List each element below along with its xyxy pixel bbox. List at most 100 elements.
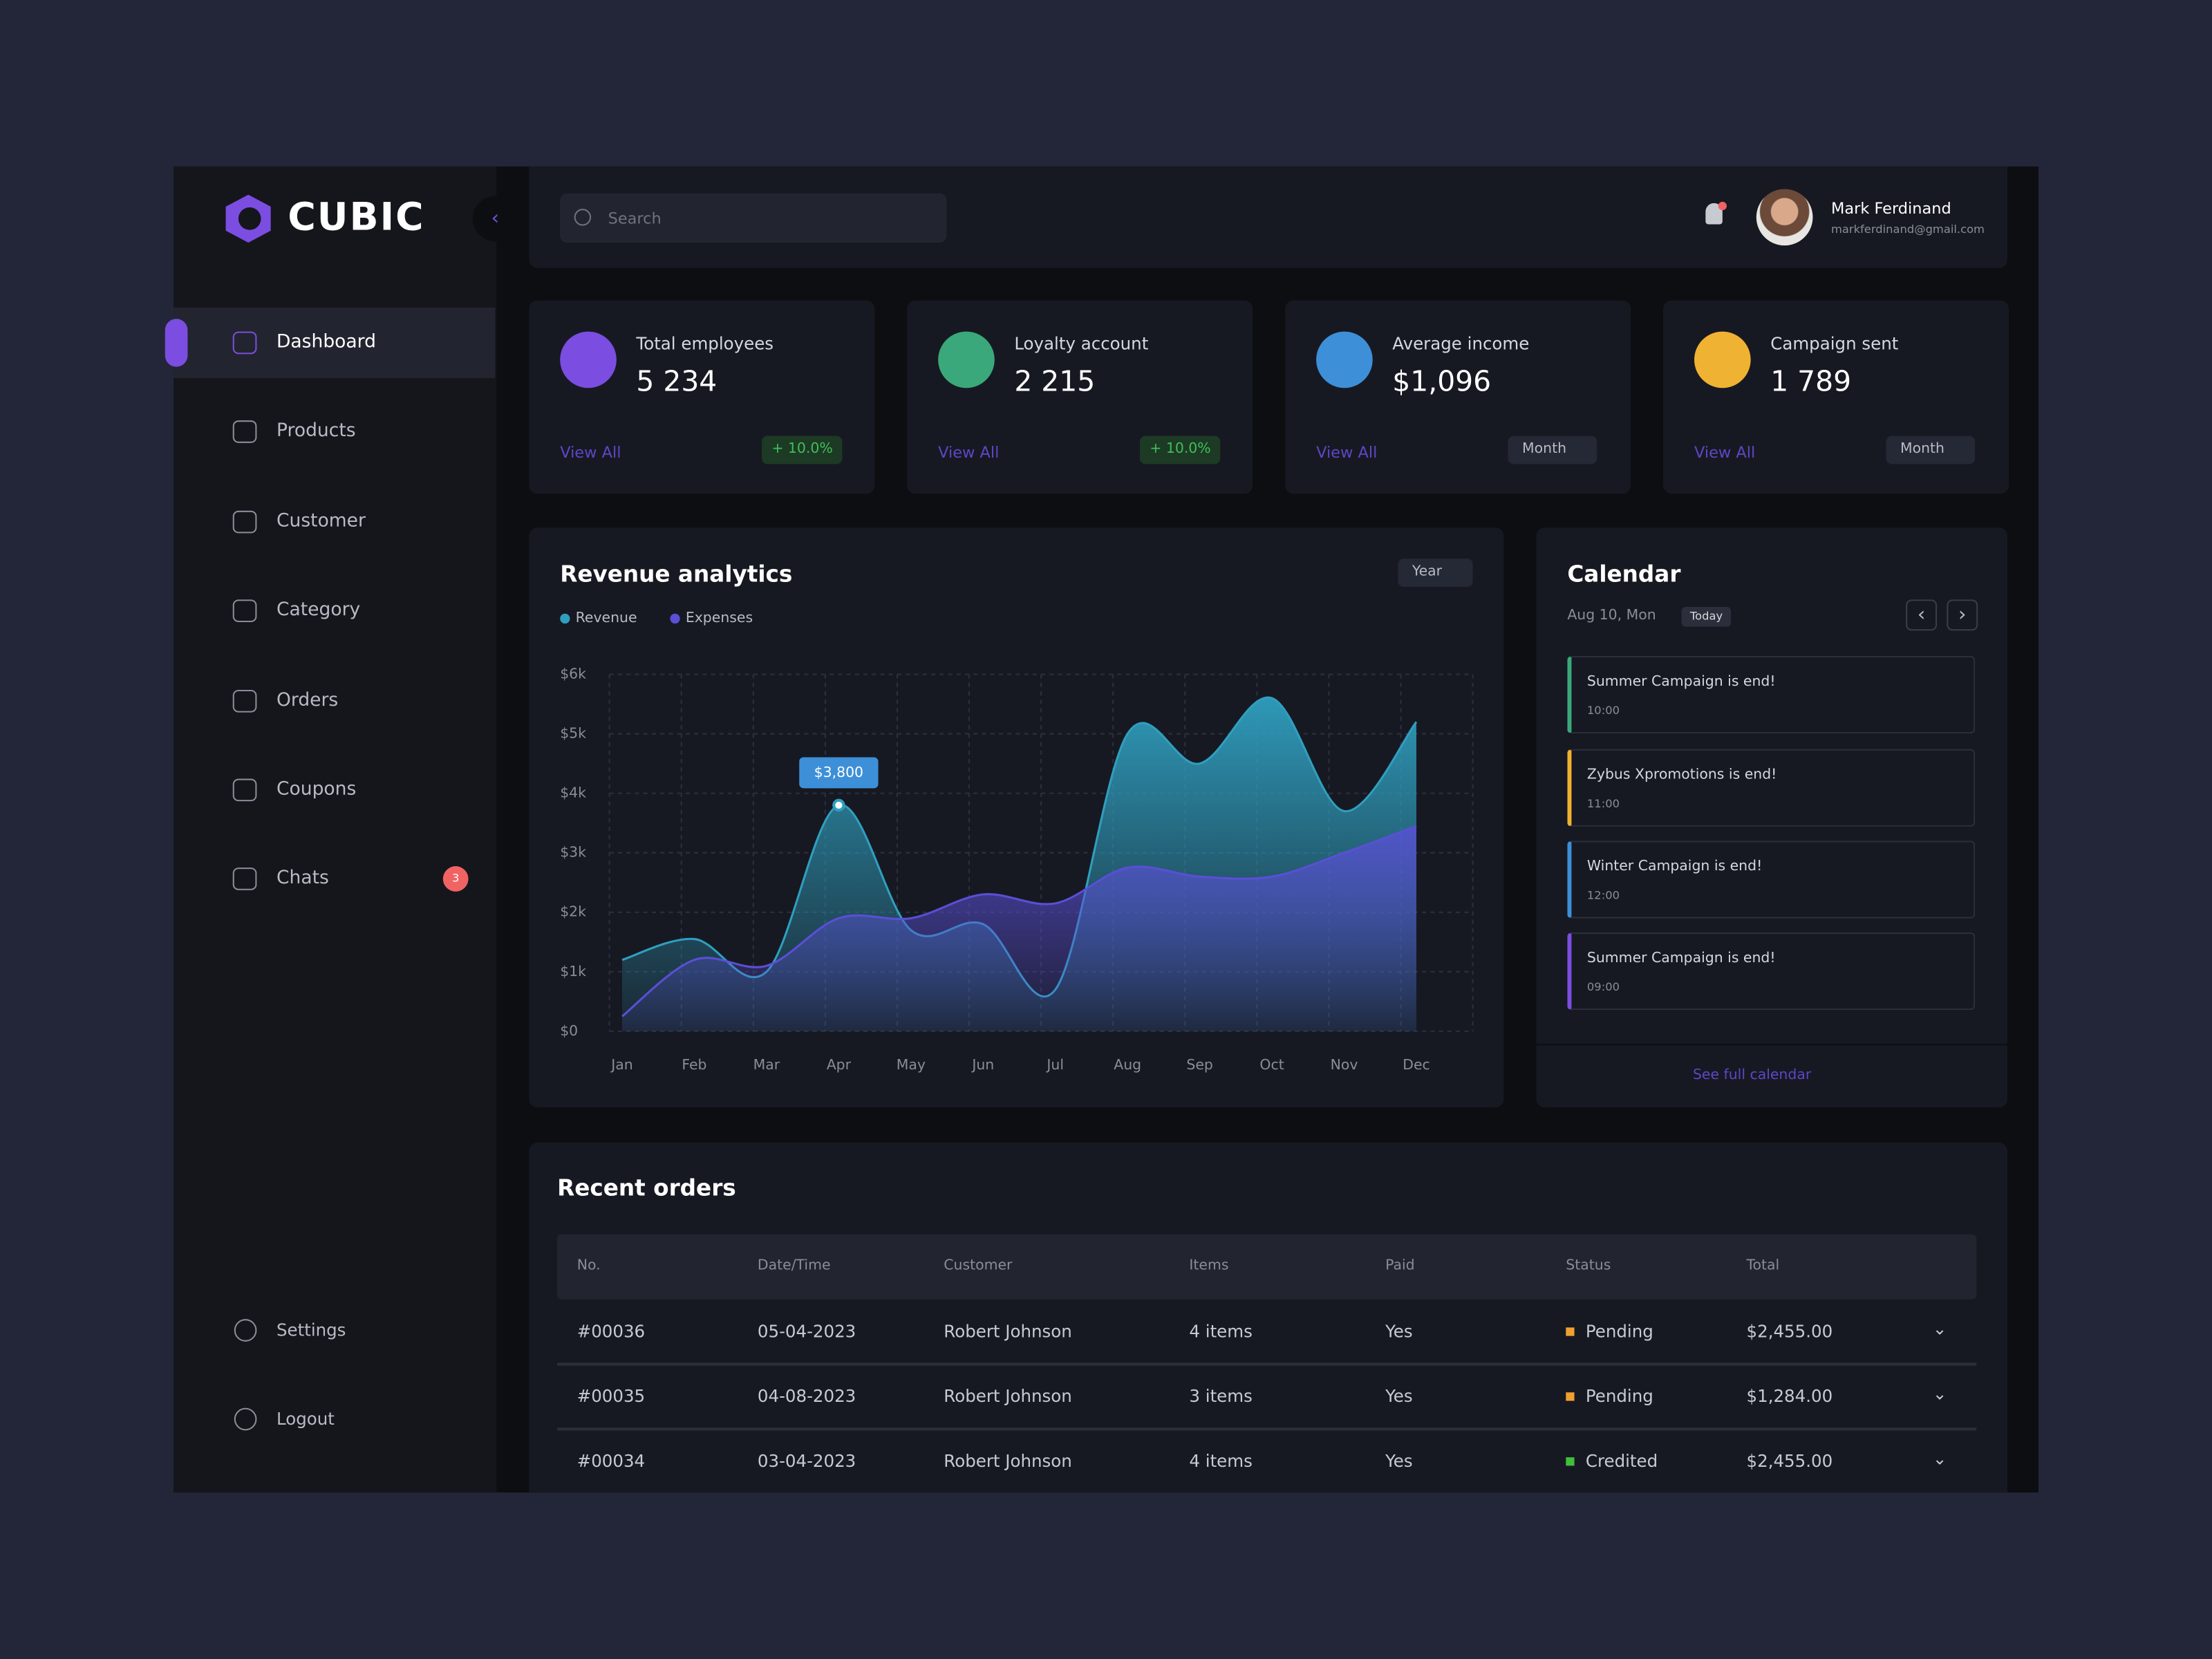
table-column-header: Date/Time (757, 1258, 831, 1274)
nav-icon (232, 868, 257, 890)
table-cell: Yes (1385, 1321, 1413, 1342)
stat-label: Loyalty account (1014, 334, 1149, 354)
row-expand[interactable]: ⌄ (1932, 1448, 1947, 1469)
row-expand[interactable]: ⌄ (1932, 1384, 1947, 1404)
stat-badge: + 10.0% (1139, 435, 1221, 465)
status-dot (1566, 1327, 1575, 1336)
nav-active-bg (174, 307, 496, 378)
calendar-link[interactable]: See full calendar (1692, 1067, 1812, 1084)
table-cell: 03-04-2023 (757, 1451, 856, 1472)
stat-value: 5 234 (636, 364, 718, 398)
x-tick-label: Jan (610, 1056, 632, 1073)
legend-dot (560, 613, 570, 624)
nav-icon (232, 689, 257, 713)
nav-item[interactable]: Products (276, 420, 356, 442)
nav-item[interactable]: Settings (276, 1320, 346, 1340)
collapse-button[interactable]: ‹ (472, 196, 518, 241)
calendar-today: Today (1681, 606, 1732, 626)
x-tick-label: Jun (971, 1056, 994, 1073)
event-time: 09:00 (1586, 980, 1620, 994)
table-cell: Robert Johnson (944, 1451, 1072, 1472)
stat-value: 2 215 (1014, 364, 1096, 398)
x-tick-label: Apr (827, 1056, 852, 1073)
table-column-header: Items (1189, 1258, 1229, 1274)
nav-icon (232, 778, 257, 802)
row-expand[interactable]: ⌄ (1932, 1319, 1947, 1339)
row-divider (557, 1427, 1977, 1431)
table-cell: 04-08-2023 (757, 1386, 856, 1407)
x-tick-label: Jul (1045, 1056, 1064, 1073)
x-tick-label: Nov (1331, 1056, 1358, 1073)
nav-icon (234, 1319, 257, 1342)
brand-name: CUBIC (288, 196, 425, 240)
calendar-event (1567, 932, 1976, 1011)
search-box[interactable] (560, 193, 947, 243)
table-cell: #00035 (577, 1386, 646, 1407)
calendar-nav[interactable]: › (1947, 599, 1978, 631)
calendar-nav[interactable]: ‹ (1906, 599, 1938, 631)
table-cell: $2,455.00 (1746, 1321, 1833, 1342)
nav-item[interactable]: Logout (276, 1409, 335, 1429)
stat-link[interactable]: View All (1694, 443, 1756, 462)
event-time: 11:00 (1586, 797, 1620, 810)
stat-label: Total employees (636, 334, 774, 354)
event-title: Zybus Xpromotions is end! (1586, 767, 1777, 783)
event-title: Summer Campaign is end! (1586, 674, 1776, 690)
table-cell: Pending (1585, 1321, 1653, 1342)
calendar-divider (1536, 1044, 2008, 1046)
table-cell: Yes (1385, 1451, 1413, 1472)
calendar-date: Aug 10, Mon (1567, 608, 1656, 624)
y-tick-label: $3k (560, 844, 586, 861)
nav-icon (232, 331, 257, 355)
stat-link[interactable]: View All (1316, 443, 1378, 462)
x-tick-label: May (897, 1056, 926, 1073)
x-tick-label: Feb (682, 1056, 706, 1073)
x-tick-label: Dec (1403, 1056, 1430, 1073)
table-cell: Robert Johnson (944, 1321, 1072, 1342)
stat-icon (1316, 331, 1373, 388)
nav-item[interactable]: Category (276, 599, 361, 621)
search-placeholder: Search (608, 209, 662, 228)
nav-item[interactable]: Dashboard (276, 332, 376, 353)
table-cell: 05-04-2023 (757, 1321, 856, 1342)
stat-label: Campaign sent (1770, 334, 1899, 354)
table-cell: Robert Johnson (944, 1386, 1072, 1407)
stat-dropdown[interactable]: Month (1886, 435, 1976, 465)
nav-active-indicator (165, 319, 188, 367)
stat-dropdown[interactable]: Month (1508, 435, 1597, 465)
y-tick-label: $4k (560, 785, 586, 801)
stat-value: 1 789 (1770, 364, 1852, 398)
x-tick-label: Oct (1259, 1056, 1284, 1073)
calendar-panel (1536, 527, 2008, 1108)
stat-icon (938, 331, 995, 388)
table-header (557, 1234, 1977, 1300)
calendar-event (1567, 655, 1976, 734)
table-cell: #00036 (577, 1321, 646, 1342)
table-cell: Pending (1585, 1386, 1653, 1407)
status-dot (1566, 1392, 1575, 1401)
calendar-title: Calendar (1567, 561, 1681, 588)
chats-badge: 3 (442, 866, 469, 892)
stat-link[interactable]: View All (938, 443, 1000, 462)
table-cell: $2,455.00 (1746, 1451, 1833, 1472)
nav-item[interactable]: Chats (276, 868, 329, 890)
bell-dot (1718, 201, 1727, 211)
nav-item[interactable]: Orders (276, 690, 339, 711)
stat-icon (560, 331, 617, 388)
chart-filter[interactable]: Year (1398, 559, 1473, 587)
nav-item[interactable]: Coupons (276, 778, 357, 800)
sidebar (174, 166, 497, 1493)
stat-link[interactable]: View All (560, 443, 621, 462)
legend-label: Expenses (685, 610, 753, 627)
nav-item[interactable]: Customer (276, 511, 366, 532)
row-divider (557, 1362, 1977, 1366)
user-name: Mark Ferdinand (1830, 199, 1951, 218)
y-tick-label: $1k (560, 963, 586, 980)
area-line (621, 825, 1417, 1018)
event-title: Winter Campaign is end! (1586, 859, 1763, 875)
table-cell: Yes (1385, 1386, 1413, 1407)
y-tick-label: $5k (560, 725, 586, 742)
avatar[interactable] (1756, 189, 1813, 246)
table-cell: Credited (1585, 1451, 1658, 1472)
